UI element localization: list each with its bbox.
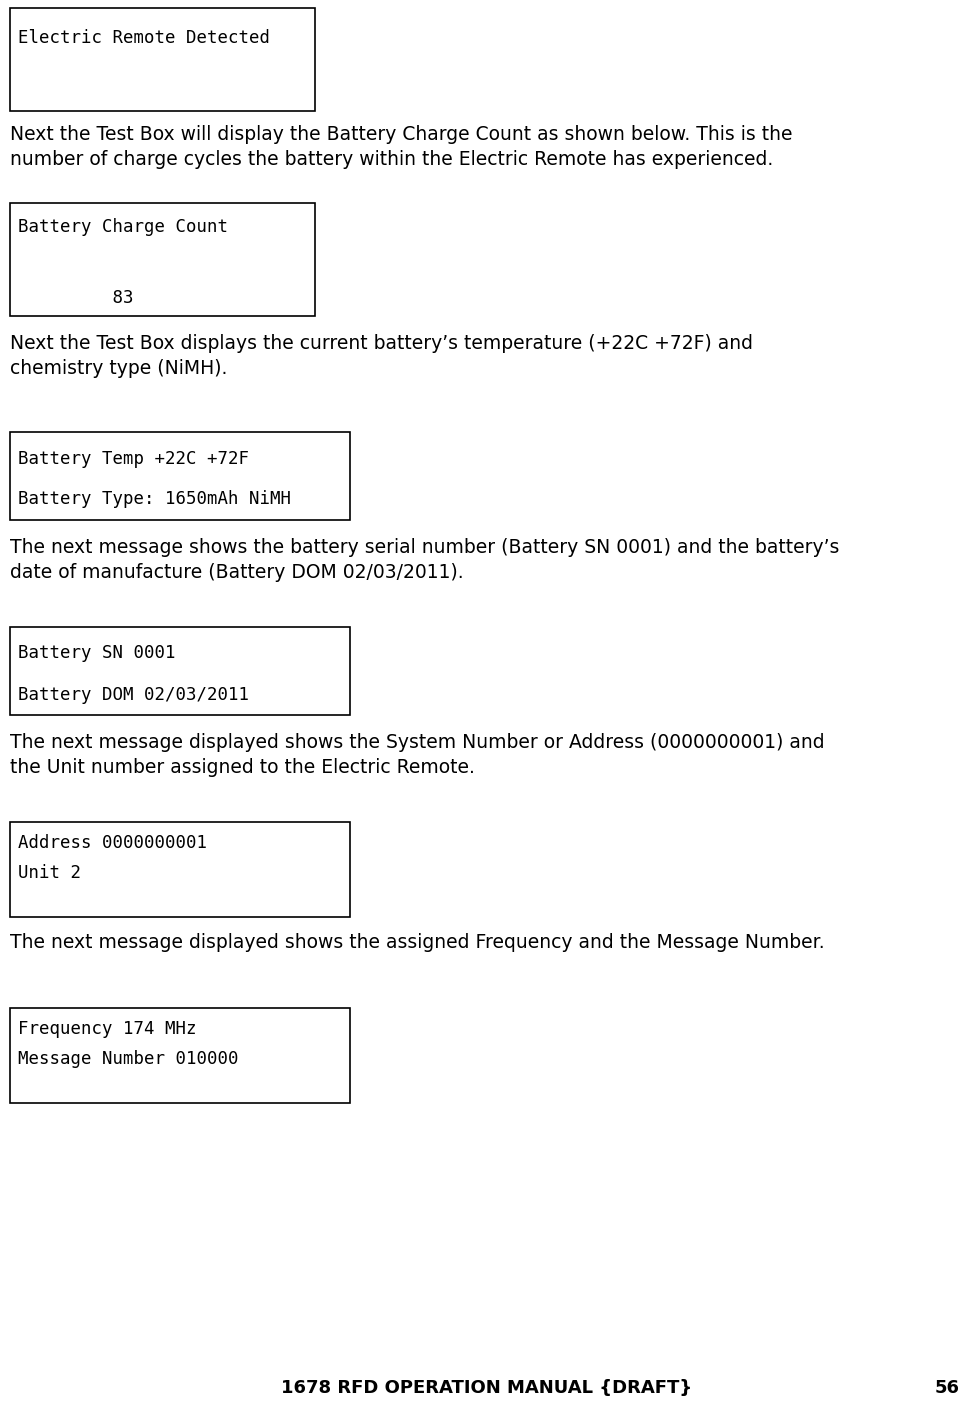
Text: Battery Temp +22C +72F: Battery Temp +22C +72F bbox=[18, 450, 249, 468]
Bar bbox=[10, 9, 315, 111]
Text: Battery Type: 1650mAh NiMH: Battery Type: 1650mAh NiMH bbox=[18, 491, 291, 508]
Text: Unit 2: Unit 2 bbox=[18, 864, 81, 881]
Bar bbox=[10, 433, 350, 519]
Text: Battery Charge Count: Battery Charge Count bbox=[18, 218, 228, 236]
Text: Electric Remote Detected: Electric Remote Detected bbox=[18, 30, 270, 47]
Bar bbox=[10, 822, 350, 916]
Text: Battery DOM 02/03/2011: Battery DOM 02/03/2011 bbox=[18, 686, 249, 703]
Text: Next the Test Box will display the Battery Charge Count as shown below. This is : Next the Test Box will display the Batte… bbox=[10, 125, 793, 169]
Text: Address 0000000001: Address 0000000001 bbox=[18, 834, 207, 852]
Text: 56: 56 bbox=[935, 1379, 960, 1397]
Text: 1678 RFD OPERATION MANUAL {DRAFT}: 1678 RFD OPERATION MANUAL {DRAFT} bbox=[281, 1379, 693, 1397]
Text: Next the Test Box displays the current battery’s temperature (+22C +72F) and
che: Next the Test Box displays the current b… bbox=[10, 334, 753, 379]
Text: The next message displayed shows the System Number or Address (0000000001) and
t: The next message displayed shows the Sys… bbox=[10, 733, 825, 777]
Text: Battery SN 0001: Battery SN 0001 bbox=[18, 645, 175, 663]
Text: Frequency 174 MHz: Frequency 174 MHz bbox=[18, 1020, 197, 1037]
Bar bbox=[10, 628, 350, 714]
Text: 83: 83 bbox=[18, 289, 133, 307]
Text: The next message displayed shows the assigned Frequency and the Message Number.: The next message displayed shows the ass… bbox=[10, 933, 825, 952]
Text: The next message shows the battery serial number (Battery SN 0001) and the batte: The next message shows the battery seria… bbox=[10, 538, 840, 582]
Bar bbox=[10, 203, 315, 316]
Bar bbox=[10, 1007, 350, 1103]
Text: Message Number 010000: Message Number 010000 bbox=[18, 1050, 239, 1067]
